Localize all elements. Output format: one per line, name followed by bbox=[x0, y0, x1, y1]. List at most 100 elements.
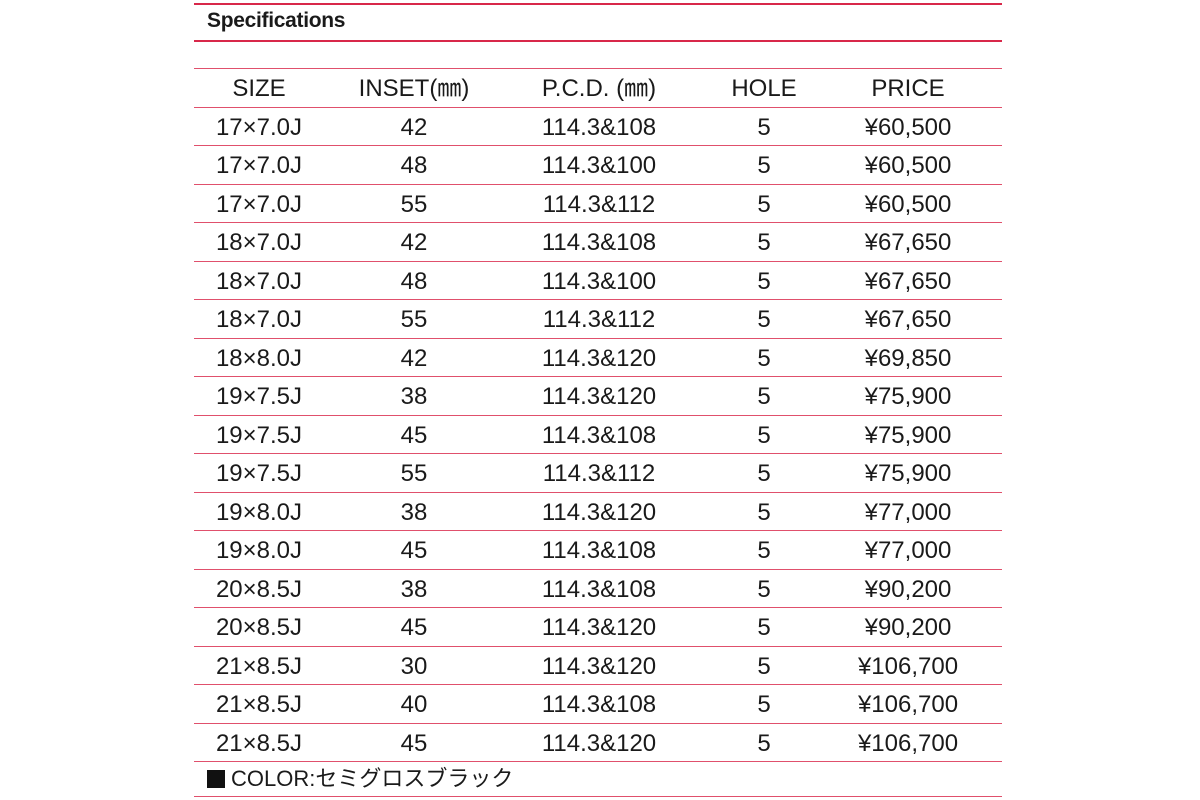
table-row: 20×8.5J 38 114.3&108 5 ¥90,200 bbox=[194, 568, 1002, 608]
cell-pcd: 114.3&108 bbox=[541, 229, 657, 256]
cell-hole: 5 bbox=[757, 575, 771, 603]
cell-pcd: 114.3&108 bbox=[541, 691, 657, 718]
color-note-text: COLOR:セミグロスブラック bbox=[231, 766, 514, 791]
table-row: 19×7.5J 38 114.3&120 5 ¥75,900 bbox=[194, 376, 1002, 415]
color-note-row: COLOR:セミグロスブラック bbox=[194, 761, 1002, 797]
cell-hole: 5 bbox=[757, 652, 771, 680]
header-pcd: P.C.D. (㎜) bbox=[541, 75, 657, 102]
table-row: 21×8.5J 30 114.3&120 5 ¥106,700 bbox=[194, 645, 1002, 685]
cell-inset: 48 bbox=[400, 152, 428, 179]
cell-price: ¥77,000 bbox=[864, 537, 952, 564]
table-row: 19×7.5J 55 114.3&112 5 ¥75,900 bbox=[194, 453, 1002, 492]
cell-inset: 45 bbox=[400, 421, 428, 449]
cell-size: 21×8.5J bbox=[215, 652, 303, 680]
cell-price: ¥90,200 bbox=[864, 575, 952, 603]
cell-price: ¥106,700 bbox=[857, 652, 959, 680]
cell-size: 21×8.5J bbox=[215, 729, 303, 757]
cell-size: 19×8.0J bbox=[215, 498, 303, 526]
cell-hole: 5 bbox=[757, 421, 771, 449]
cell-inset: 48 bbox=[400, 267, 428, 295]
cell-size: 19×7.5J bbox=[215, 460, 303, 487]
cell-price: ¥67,650 bbox=[864, 306, 952, 333]
cell-pcd: 114.3&120 bbox=[541, 729, 657, 757]
cell-price: ¥60,500 bbox=[864, 152, 952, 179]
table-row: 19×8.0J 38 114.3&120 5 ¥77,000 bbox=[194, 491, 1002, 531]
cell-pcd: 114.3&108 bbox=[541, 575, 657, 603]
cell-inset: 38 bbox=[400, 383, 428, 410]
cell-size: 20×8.5J bbox=[215, 575, 303, 603]
spec-table: SIZE INSET(㎜) P.C.D. (㎜) HOLE PRICE 17×7… bbox=[194, 68, 1002, 797]
cell-size: 19×8.0J bbox=[215, 537, 303, 564]
table-row: 17×7.0J 48 114.3&100 5 ¥60,500 bbox=[194, 145, 1002, 184]
cell-inset: 42 bbox=[400, 344, 428, 372]
cell-size: 18×7.0J bbox=[215, 229, 303, 256]
cell-size: 17×7.0J bbox=[215, 113, 303, 141]
cell-hole: 5 bbox=[757, 498, 771, 526]
table-row: 17×7.0J 55 114.3&112 5 ¥60,500 bbox=[194, 183, 1002, 223]
cell-hole: 5 bbox=[757, 113, 771, 141]
cell-inset: 45 bbox=[400, 614, 428, 641]
table-row: 19×8.0J 45 114.3&108 5 ¥77,000 bbox=[194, 530, 1002, 569]
cell-hole: 5 bbox=[757, 306, 771, 333]
cell-size: 17×7.0J bbox=[215, 152, 303, 179]
cell-hole: 5 bbox=[757, 691, 771, 718]
cell-inset: 38 bbox=[400, 498, 428, 526]
specifications-panel: Specifications SIZE INSET(㎜) P.C.D. (㎜) … bbox=[194, 0, 1002, 800]
cell-hole: 5 bbox=[757, 267, 771, 295]
cell-size: 18×8.0J bbox=[215, 344, 303, 372]
cell-price: ¥75,900 bbox=[864, 460, 952, 487]
table-row: 18×7.0J 48 114.3&100 5 ¥67,650 bbox=[194, 260, 1002, 300]
cell-inset: 45 bbox=[400, 729, 428, 757]
cell-pcd: 114.3&112 bbox=[542, 190, 656, 218]
cell-price: ¥75,900 bbox=[864, 421, 952, 449]
cell-inset: 42 bbox=[400, 229, 428, 256]
cell-hole: 5 bbox=[757, 344, 771, 372]
header-hole: HOLE bbox=[731, 75, 797, 102]
cell-pcd: 114.3&120 bbox=[541, 652, 657, 680]
cell-hole: 5 bbox=[757, 229, 771, 256]
cell-pcd: 114.3&120 bbox=[541, 614, 657, 641]
cell-hole: 5 bbox=[757, 190, 771, 218]
table-row: 20×8.5J 45 114.3&120 5 ¥90,200 bbox=[194, 607, 1002, 646]
table-row: 21×8.5J 40 114.3&108 5 ¥106,700 bbox=[194, 684, 1002, 723]
cell-hole: 5 bbox=[757, 614, 771, 641]
cell-pcd: 114.3&108 bbox=[541, 537, 657, 564]
table-row: 18×7.0J 55 114.3&112 5 ¥67,650 bbox=[194, 299, 1002, 338]
cell-size: 17×7.0J bbox=[215, 190, 303, 218]
cell-hole: 5 bbox=[757, 460, 771, 487]
cell-price: ¥90,200 bbox=[864, 614, 952, 641]
table-row: 19×7.5J 45 114.3&108 5 ¥75,900 bbox=[194, 414, 1002, 454]
cell-price: ¥69,850 bbox=[864, 344, 952, 372]
cell-pcd: 114.3&120 bbox=[541, 344, 657, 372]
cell-size: 18×7.0J bbox=[215, 267, 303, 295]
cell-pcd: 114.3&112 bbox=[542, 460, 656, 487]
cell-inset: 55 bbox=[400, 190, 428, 218]
table-row: 21×8.5J 45 114.3&120 5 ¥106,700 bbox=[194, 722, 1002, 762]
table-row: 17×7.0J 42 114.3&108 5 ¥60,500 bbox=[194, 106, 1002, 146]
cell-size: 19×7.5J bbox=[215, 421, 303, 449]
top-divider bbox=[194, 3, 1002, 5]
cell-price: ¥75,900 bbox=[864, 383, 952, 410]
cell-inset: 30 bbox=[400, 652, 428, 680]
cell-pcd: 114.3&108 bbox=[541, 421, 657, 449]
cell-price: ¥106,700 bbox=[857, 691, 959, 718]
cell-hole: 5 bbox=[757, 383, 771, 410]
cell-inset: 55 bbox=[400, 306, 428, 333]
cell-price: ¥60,500 bbox=[864, 190, 952, 218]
cell-price: ¥67,650 bbox=[864, 229, 952, 256]
cell-size: 20×8.5J bbox=[215, 614, 303, 641]
cell-inset: 45 bbox=[400, 537, 428, 564]
cell-hole: 5 bbox=[757, 729, 771, 757]
table-body: 17×7.0J 42 114.3&108 5 ¥60,500 17×7.0J 48 114.3… bbox=[194, 106, 1002, 762]
section-title: Specifications bbox=[207, 9, 346, 32]
cell-price: ¥77,000 bbox=[864, 498, 952, 526]
cell-pcd: 114.3&108 bbox=[541, 113, 657, 141]
cell-inset: 42 bbox=[400, 113, 428, 141]
table-header-row: SIZE INSET(㎜) P.C.D. (㎜) HOLE PRICE bbox=[194, 68, 1002, 107]
color-note: COLOR:セミグロスブラック bbox=[207, 762, 513, 796]
cell-hole: 5 bbox=[757, 537, 771, 564]
header-price: PRICE bbox=[871, 75, 945, 102]
black-square-icon bbox=[207, 770, 225, 788]
table-row: 18×7.0J 42 114.3&108 5 ¥67,650 bbox=[194, 222, 1002, 261]
cell-size: 19×7.5J bbox=[215, 383, 303, 410]
